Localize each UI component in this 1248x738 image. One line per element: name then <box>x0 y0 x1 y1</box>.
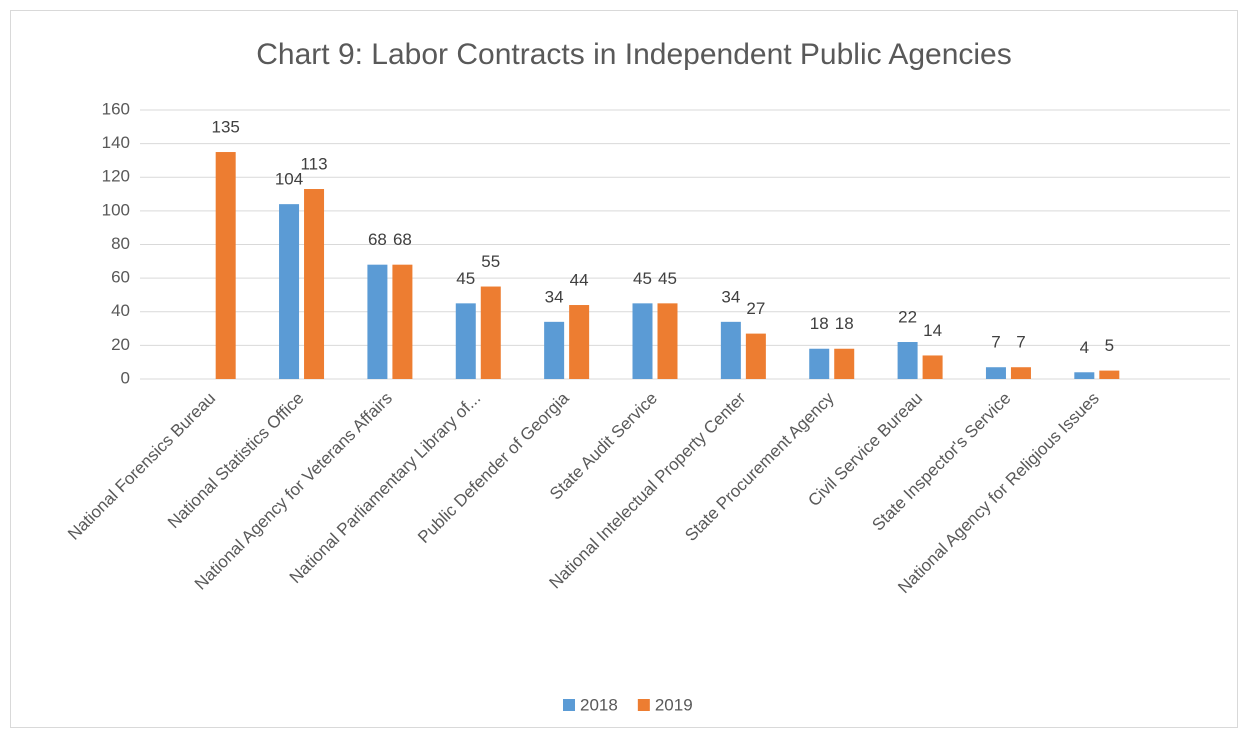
bar <box>922 355 943 379</box>
bar <box>1099 370 1120 379</box>
chart-title: Chart 9: Labor Contracts in Independent … <box>256 38 1011 71</box>
y-tick-label: 120 <box>102 167 130 186</box>
bar <box>480 286 501 379</box>
y-tick-label: 60 <box>111 268 130 287</box>
bar <box>897 342 918 379</box>
bar <box>279 204 300 379</box>
bar <box>985 367 1006 379</box>
data-label: 113 <box>300 155 327 174</box>
data-label: 4 <box>1080 338 1089 357</box>
y-tick-label: 0 <box>121 368 130 387</box>
bar <box>569 305 590 379</box>
data-label: 135 <box>211 118 239 137</box>
bar <box>367 264 388 379</box>
bar <box>745 333 766 379</box>
data-label: 68 <box>368 230 387 249</box>
data-label: 18 <box>810 314 829 333</box>
bar <box>215 152 236 379</box>
bar <box>720 321 741 379</box>
data-label: 18 <box>835 314 854 333</box>
bar <box>392 264 413 379</box>
data-label: 104 <box>275 170 303 189</box>
data-label: 34 <box>721 287 740 306</box>
y-tick-label: 40 <box>111 301 130 320</box>
data-label: 14 <box>923 321 942 340</box>
data-label: 5 <box>1105 336 1114 355</box>
bar <box>455 303 476 379</box>
bar <box>1074 372 1095 379</box>
y-tick-label: 20 <box>111 335 130 354</box>
legend-label: 2019 <box>655 695 693 714</box>
bar <box>544 321 565 379</box>
y-tick-label: 100 <box>102 200 130 219</box>
bar <box>834 348 855 379</box>
legend-swatch <box>637 699 650 711</box>
y-tick-label: 160 <box>102 99 130 118</box>
data-label: 27 <box>746 299 765 318</box>
y-tick-label: 80 <box>111 234 130 253</box>
data-label: 45 <box>456 269 475 288</box>
data-label: 45 <box>633 269 652 288</box>
bar <box>1010 367 1031 379</box>
chart-border <box>10 10 1238 728</box>
data-label: 34 <box>545 287 564 306</box>
data-label: 45 <box>658 269 677 288</box>
data-label: 22 <box>898 307 917 326</box>
data-label: 7 <box>1016 333 1025 352</box>
data-label: 68 <box>393 230 412 249</box>
bar <box>657 303 678 379</box>
y-tick-label: 140 <box>102 133 130 152</box>
legend-swatch <box>563 699 575 711</box>
data-label: 55 <box>481 252 500 271</box>
bar <box>809 348 830 379</box>
legend-label: 2018 <box>580 695 618 714</box>
data-label: 44 <box>570 271 589 290</box>
bar <box>632 303 653 379</box>
bar <box>304 189 325 379</box>
data-label: 7 <box>991 333 1000 352</box>
